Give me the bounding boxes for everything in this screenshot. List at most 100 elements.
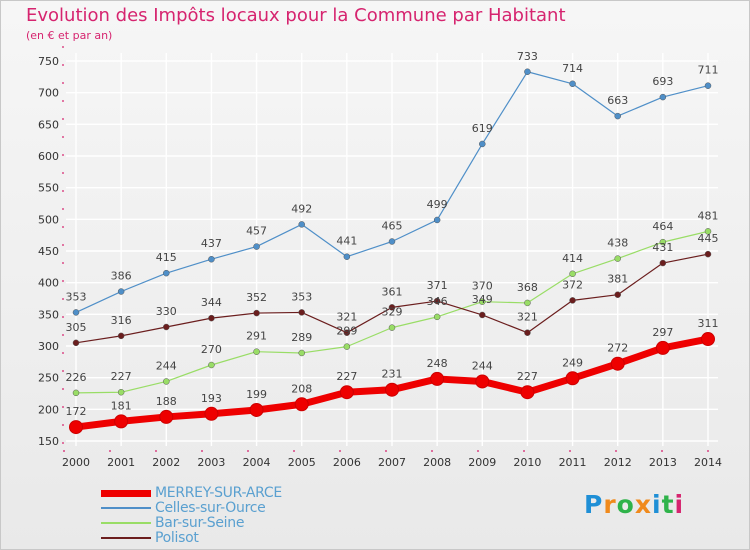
series-polisot-point	[659, 259, 667, 267]
series-bar-sur-seine-data-label: 291	[246, 330, 267, 343]
legend-label-celles: Celles-sur-Ource	[155, 500, 266, 516]
x-tick-label: 2010	[513, 456, 541, 469]
series-polisot-data-label: 431	[652, 241, 673, 254]
series-bar-sur-seine-data-label: 227	[111, 370, 132, 383]
series-celles-point	[524, 68, 531, 76]
series-merrey-data-label: 181	[111, 399, 132, 412]
y-tick-label: 450	[38, 245, 59, 258]
series-polisot-point	[117, 332, 125, 340]
series-merrey-point	[159, 409, 174, 424]
series-bar-sur-seine-data-label: 414	[562, 252, 583, 265]
series-polisot-data-label: 330	[156, 305, 177, 318]
series-merrey-data-label: 193	[201, 392, 222, 405]
series-merrey-data-label: 311	[698, 317, 719, 330]
series-merrey-point	[475, 374, 490, 389]
logo-letter: r	[603, 490, 617, 519]
series-polisot-data-label: 371	[427, 279, 448, 292]
x-tick-label: 2001	[107, 456, 135, 469]
series-polisot-point	[163, 323, 170, 331]
series-polisot-point	[72, 339, 80, 347]
series-bar-sur-seine-data-label: 244	[156, 359, 177, 372]
series-celles-point	[208, 255, 215, 263]
series-polisot-point	[253, 309, 260, 317]
series-celles-point	[388, 238, 396, 245]
series-polisot-point	[433, 297, 441, 305]
series-celles-data-label: 415	[156, 251, 177, 264]
series-merrey-point	[655, 340, 670, 355]
legend-label-merrey: MERREY-SUR-ARCE	[155, 485, 282, 501]
series-bar-sur-seine-point	[524, 299, 531, 307]
logo-letter: P	[584, 490, 604, 519]
series-merrey-data-label: 297	[652, 326, 673, 339]
series-celles-data-label: 353	[66, 290, 87, 303]
series-bar-sur-seine-data-label: 370	[472, 280, 493, 293]
y-tick-label: 600	[38, 150, 59, 163]
series-celles-data-label: 457	[246, 225, 267, 238]
chart-title: Evolution des Impôts locaux pour la Comm…	[26, 5, 566, 26]
series-merrey-data-label: 172	[66, 405, 87, 418]
series-bar-sur-seine-point	[298, 349, 305, 357]
legend-label-polisot: Polisot	[155, 530, 199, 546]
x-tick-label: 2006	[333, 456, 361, 469]
series-polisot-point	[524, 329, 531, 336]
legend-swatch-polisot	[101, 537, 151, 539]
series-lines	[69, 68, 715, 435]
series-merrey-data-label: 227	[336, 370, 357, 383]
x-tick-label: 2004	[243, 456, 271, 469]
series-merrey-point	[701, 332, 715, 347]
logo-letter: x	[634, 490, 652, 519]
series-bar-sur-seine-point	[614, 255, 621, 262]
series-polisot-data-label: 321	[336, 311, 357, 324]
grid-lines	[66, 53, 718, 446]
series-celles-point	[659, 93, 667, 101]
series-polisot-point	[569, 297, 576, 304]
series-celles-point	[433, 216, 441, 224]
series-polisot-point	[388, 304, 396, 311]
series-bar-sur-seine-point	[117, 388, 125, 396]
series-polisot-data-label: 372	[562, 278, 583, 291]
chart-subtitle: (en € et par an)	[26, 29, 113, 42]
series-merrey-data-label: 272	[607, 342, 628, 355]
series-merrey-point	[114, 414, 129, 429]
x-tick-label: 2011	[559, 456, 587, 469]
y-tick-label: 750	[38, 55, 59, 68]
series-polisot-data-label: 381	[607, 273, 628, 286]
series-polisot-point	[479, 311, 486, 319]
series-merrey-data-label: 227	[517, 370, 538, 383]
series-celles-data-label: 693	[652, 75, 673, 88]
y-tick-label: 700	[38, 87, 59, 100]
x-tick-label: 2005	[288, 456, 316, 469]
series-merrey-point	[69, 420, 83, 435]
series-merrey-point	[339, 385, 354, 400]
series-bar-sur-seine-point	[569, 270, 576, 278]
series-celles-data-label: 492	[291, 202, 312, 215]
series-celles-data-label: 437	[201, 237, 222, 250]
x-tick-label: 2013	[649, 456, 677, 469]
series-celles-point	[253, 243, 260, 250]
series-celles-point	[569, 80, 576, 88]
logo-letter: i	[652, 490, 662, 519]
series-merrey-point	[610, 356, 625, 371]
series-polisot-data-label: 361	[382, 285, 403, 298]
logo-letter: t	[661, 490, 675, 519]
y-tick-label: 500	[38, 213, 59, 226]
x-tick-label: 2014	[694, 456, 722, 469]
series-celles-point	[163, 269, 170, 277]
series-polisot-data-label: 353	[291, 290, 312, 303]
series-bar-sur-seine-point	[208, 361, 215, 369]
series-polisot-point	[208, 314, 215, 322]
series-polisot-point	[614, 291, 621, 298]
series-bar-sur-seine-point	[72, 389, 80, 397]
series-merrey-point	[204, 406, 219, 421]
x-tick-label: 2008	[423, 456, 451, 469]
series-merrey-point	[565, 371, 580, 386]
x-tick-label: 2009	[468, 456, 496, 469]
legend-swatch-merrey	[101, 490, 151, 497]
y-tick-label: 150	[38, 435, 59, 448]
y-tick-label: 300	[38, 340, 59, 353]
series-polisot-data-label: 445	[698, 232, 719, 245]
series-celles-point	[479, 140, 486, 148]
series-celles-data-label: 465	[382, 220, 403, 233]
